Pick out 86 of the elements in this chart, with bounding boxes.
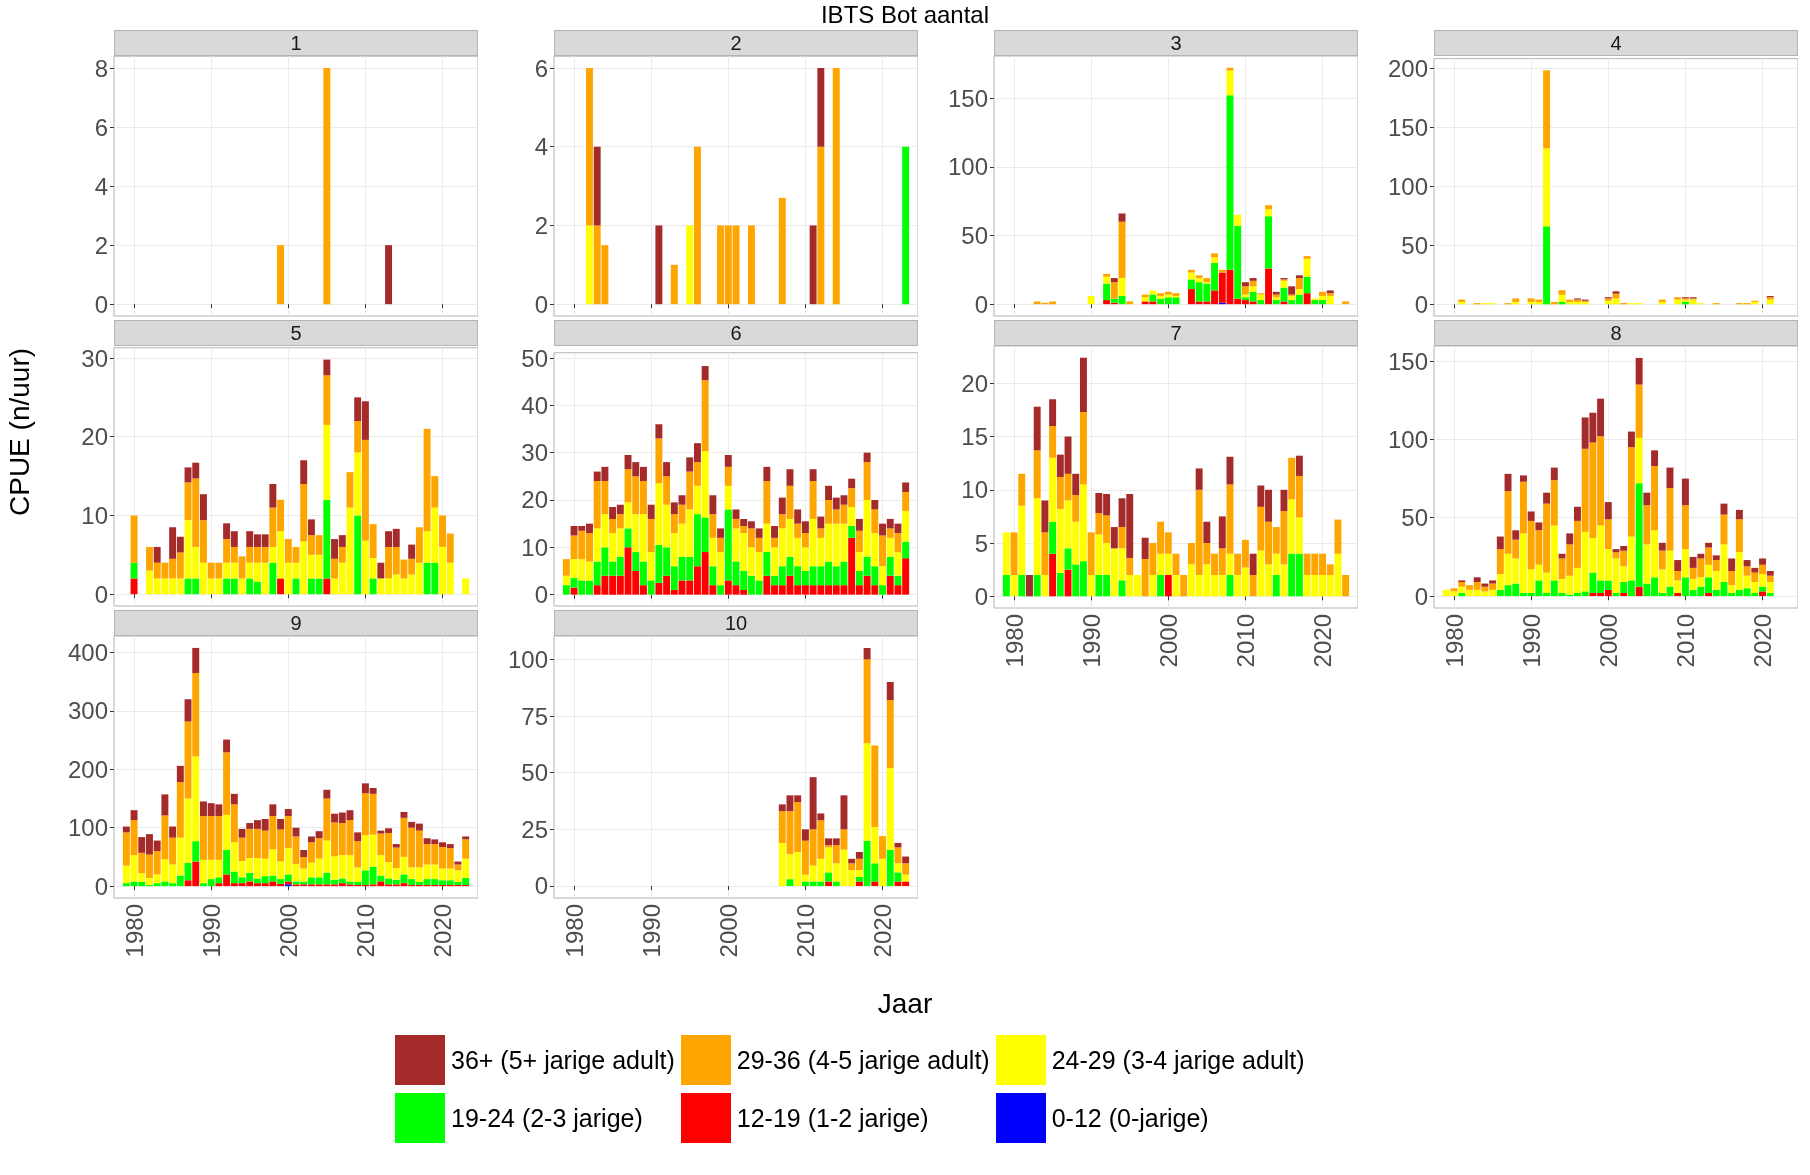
y-tick-label: 6 [94,113,108,141]
y-tick-label: 20 [81,423,108,451]
y-tick-label: 10 [961,476,988,504]
legend-label: 0-12 (0-jarige) [1051,1103,1209,1133]
x-tick-label: 2000 [1154,614,1182,668]
y-tick-label: 30 [81,344,108,372]
y-tick-label: 400 [67,639,108,667]
x-tick-label: 2010 [791,904,819,958]
legend-label: 29-36 (4-5 jarige adult) [736,1045,990,1075]
y-tick-label: 100 [1387,425,1428,453]
chart-title: 7 [994,320,1358,346]
y-tick-label: 2 [534,211,548,239]
y-tick-label: 40 [521,391,548,419]
chart-title: 9 [114,610,478,636]
y-tick-label: 200 [67,755,108,783]
x-tick-label: 1990 [637,904,665,958]
y-tick-label: 100 [1387,172,1428,200]
y-tick-label: 150 [1387,113,1428,141]
x-tick-label: 1980 [560,904,588,958]
y-tick-label: 100 [947,153,988,181]
x-axis-title: Jaar [876,988,934,1020]
y-tick-label: 0 [1414,582,1428,610]
y-tick-label: 50 [961,221,988,249]
x-tick-label: 1980 [1440,614,1468,668]
legend-label: 24-29 (3-4 jarige adult) [1051,1045,1305,1075]
chart-title: 4 [1434,30,1798,56]
y-tick-label: 0 [94,580,108,608]
text: IBTS Bot aantal [819,1,991,29]
y-tick-label: 6 [534,54,548,82]
x-tick-label: 2020 [869,904,897,958]
y-tick-label: 100 [507,645,548,673]
y-tick-label: 30 [521,439,548,467]
chart-title: 5 [114,320,478,346]
x-tick-label: 1990 [1077,614,1105,668]
legend-label: 36+ (5+ jarige adult) [451,1045,675,1075]
y-tick-label: 15 [961,423,988,451]
x-tick-label: 2010 [1231,614,1259,668]
y-tick-label: 20 [961,369,988,397]
chart-title: 8 [1434,320,1798,346]
chart-title: 3 [994,30,1358,56]
y-tick-label: 4 [534,133,548,161]
chart-title: 1 [114,30,478,56]
y-tick-label: 0 [534,581,548,609]
y-tick-label: 50 [521,759,548,787]
y-tick-label: 10 [81,501,108,529]
legend-label: 19-24 (2-3 jarige) [451,1103,643,1133]
y-tick-label: 5 [974,529,988,557]
y-tick-label: 0 [534,290,548,318]
y-tick-label: 150 [947,84,988,112]
x-tick-label: 2010 [351,904,379,958]
x-tick-label: 2020 [1749,614,1777,668]
x-tick-label: 1990 [197,904,225,958]
x-tick-label: 1990 [1517,614,1545,668]
y-tick-label: 100 [67,814,108,842]
y-tick-label: 50 [521,344,548,372]
y-tick-label: 200 [1387,54,1428,82]
y-tick-label: 8 [94,54,108,82]
x-tick-label: 2020 [1309,614,1337,668]
x-tick-label: 2000 [714,904,742,958]
y-tick-label: 4 [94,172,108,200]
y-tick-label: 0 [974,290,988,318]
y-tick-label: 10 [521,533,548,561]
x-tick-label: 1980 [120,904,148,958]
y-tick-label: 0 [94,872,108,900]
x-tick-label: 2000 [274,904,302,958]
y-tick-label: 2 [94,231,108,259]
y-tick-label: 50 [1401,231,1428,259]
y-tick-label: 150 [1387,347,1428,375]
chart-title: 6 [554,320,918,346]
y-tick-label: 50 [1401,504,1428,532]
y-axis-title: CPUE (n/uur) [4,347,36,516]
y-tick-label: 0 [1414,290,1428,318]
x-tick-label: 2010 [1671,614,1699,668]
x-tick-label: 2000 [1594,614,1622,668]
y-tick-label: 300 [67,697,108,725]
y-tick-label: 20 [521,486,548,514]
y-tick-label: 0 [974,582,988,610]
x-tick-label: 1980 [1000,614,1028,668]
y-tick-label: 75 [521,702,548,730]
legend-label: 12-19 (1-2 jarige) [736,1103,929,1133]
x-tick-label: 2020 [429,904,457,958]
y-tick-label: 0 [94,290,108,318]
chart-title: 2 [554,30,918,56]
chart-title: 10 [554,610,918,636]
y-tick-label: 0 [534,872,548,900]
y-tick-label: 25 [521,815,548,843]
